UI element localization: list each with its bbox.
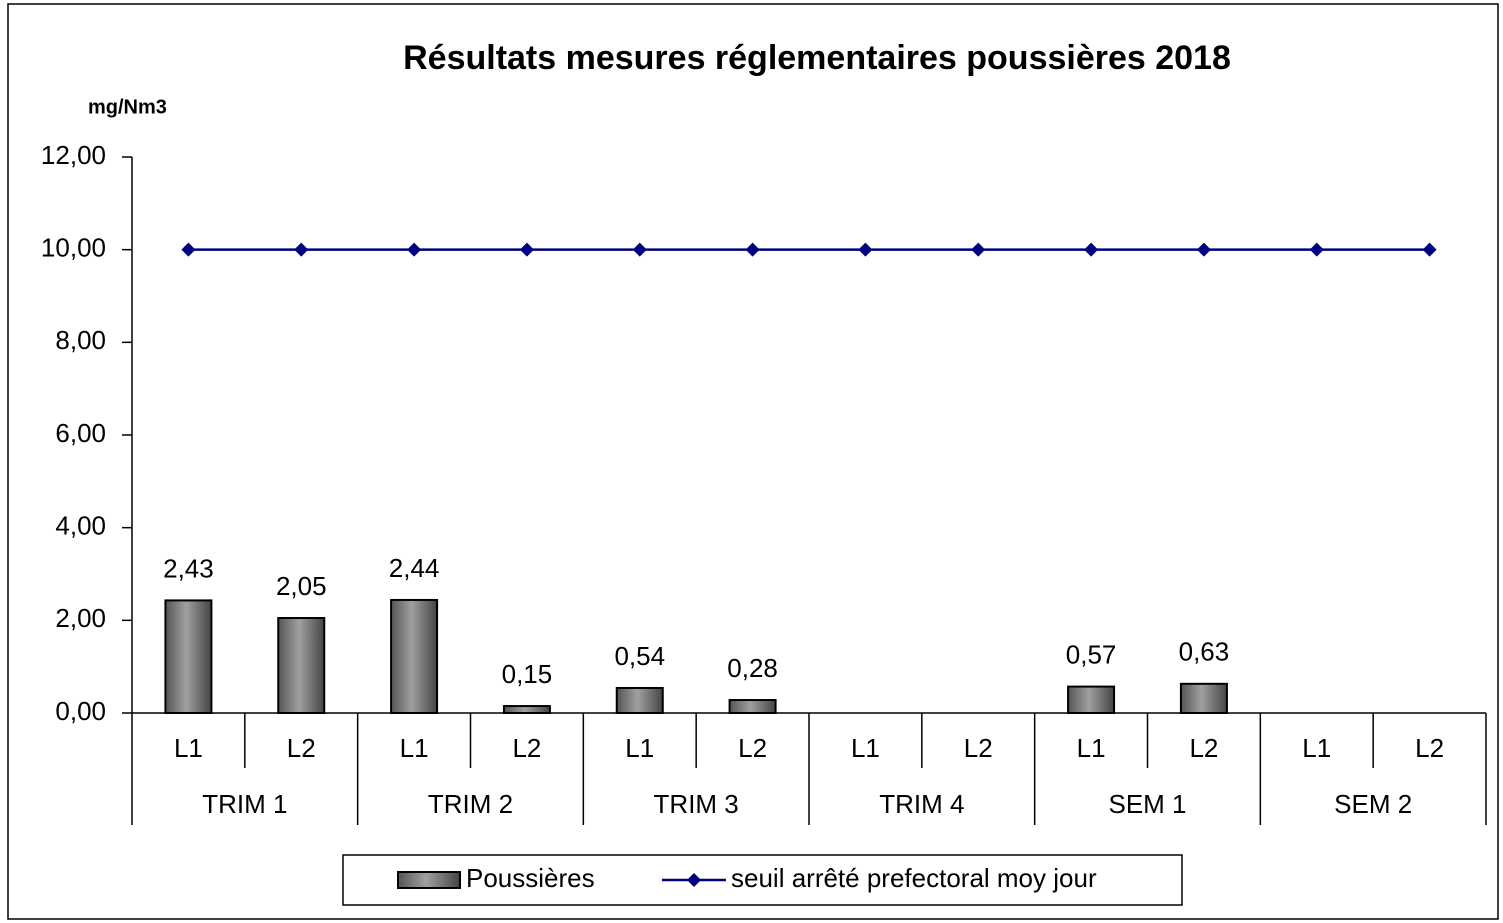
- bar: [164, 599, 213, 714]
- line-marker: [294, 242, 309, 257]
- data-label: 0,28: [727, 653, 778, 683]
- category-group-label: TRIM 4: [879, 789, 964, 819]
- category-group-label: TRIM 2: [428, 789, 513, 819]
- y-tick-label: 12,00: [41, 140, 106, 170]
- legend-swatch: [397, 871, 461, 889]
- y-tick-label: 0,00: [55, 696, 106, 726]
- x-tick-label: L2: [512, 733, 541, 763]
- legend-marker: [687, 873, 701, 887]
- bar: [1067, 685, 1116, 715]
- chart-title: Résultats mesures réglementaires poussiè…: [403, 39, 1231, 77]
- x-tick-label: L1: [174, 733, 203, 763]
- category-group-label: SEM 1: [1108, 789, 1186, 819]
- data-label: 2,43: [163, 553, 214, 583]
- line-marker: [519, 242, 534, 257]
- legend-box: [342, 854, 1183, 906]
- line-marker: [1422, 242, 1437, 257]
- line-marker: [858, 242, 873, 257]
- bar: [615, 686, 664, 714]
- y-axis-label: mg/Nm3: [88, 96, 167, 118]
- legend-label: Poussières: [466, 863, 595, 893]
- x-tick-label: L1: [1302, 733, 1331, 763]
- line-marker: [407, 242, 422, 257]
- y-tick-label: 4,00: [55, 511, 106, 541]
- x-tick-label: L2: [738, 733, 767, 763]
- line-marker: [1309, 242, 1324, 257]
- bar: [390, 598, 439, 714]
- data-label: 0,63: [1179, 637, 1230, 667]
- x-tick-label: L1: [625, 733, 654, 763]
- x-tick-label: L2: [287, 733, 316, 763]
- y-tick-label: 8,00: [55, 325, 106, 355]
- line-marker: [1084, 242, 1099, 257]
- data-label: 0,57: [1066, 639, 1117, 669]
- category-group-label: TRIM 3: [654, 789, 739, 819]
- line-marker: [1196, 242, 1211, 257]
- data-label: 2,44: [389, 553, 440, 583]
- category-group-label: TRIM 1: [202, 789, 287, 819]
- x-tick-label: L1: [400, 733, 429, 763]
- line-marker: [971, 242, 986, 257]
- x-tick-label: L2: [1189, 733, 1218, 763]
- y-tick-label: 2,00: [55, 603, 106, 633]
- bar: [1179, 682, 1228, 714]
- x-tick-label: L2: [1415, 733, 1444, 763]
- x-tick-label: L1: [851, 733, 880, 763]
- y-tick-label: 10,00: [41, 233, 106, 263]
- bar: [502, 705, 551, 714]
- y-tick-label: 6,00: [55, 418, 106, 448]
- x-tick-label: L2: [964, 733, 993, 763]
- line-marker: [181, 242, 196, 257]
- bar: [728, 699, 777, 715]
- line-marker: [745, 242, 760, 257]
- line-marker: [632, 242, 647, 257]
- chart-border: [7, 3, 1499, 920]
- data-label: 2,05: [276, 571, 327, 601]
- x-tick-label: L1: [1077, 733, 1106, 763]
- bar: [277, 617, 326, 714]
- category-group-label: SEM 2: [1334, 789, 1412, 819]
- data-label: 0,54: [614, 641, 665, 671]
- data-label: 0,15: [502, 659, 553, 689]
- legend-label: seuil arrêté prefectoral moy jour: [731, 863, 1097, 893]
